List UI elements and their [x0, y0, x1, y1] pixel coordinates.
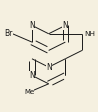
Text: N: N: [29, 21, 35, 30]
Text: N: N: [29, 71, 35, 80]
Text: N: N: [62, 21, 68, 30]
Text: NH: NH: [84, 31, 95, 37]
Text: Me: Me: [24, 89, 34, 95]
Text: Br: Br: [4, 29, 13, 38]
Text: N: N: [46, 63, 52, 72]
